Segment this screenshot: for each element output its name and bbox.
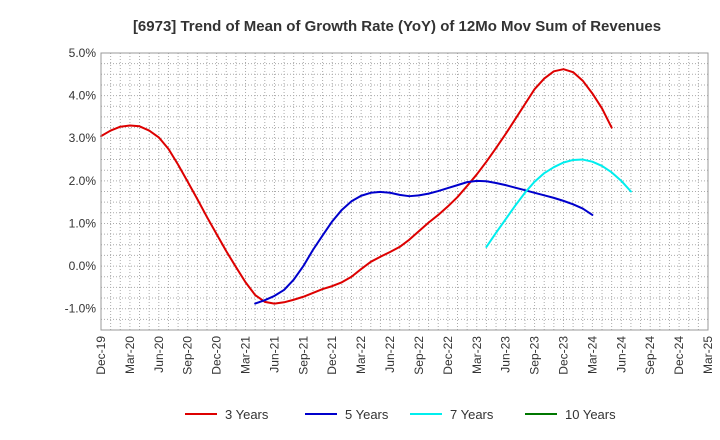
- x-tick-label: Jun-20: [152, 336, 166, 373]
- x-tick-label: Sep-23: [528, 336, 542, 375]
- x-tick-label: Jun-22: [383, 336, 397, 373]
- chart-title: [6973] Trend of Mean of Growth Rate (YoY…: [133, 18, 661, 35]
- x-tick-label: Mar-25: [701, 336, 715, 374]
- x-tick-label: Jun-23: [499, 336, 513, 373]
- legend-label: 7 Years: [450, 407, 494, 422]
- x-tick-label: Dec-21: [325, 336, 339, 375]
- x-tick-label: Dec-20: [210, 336, 224, 375]
- x-tick-label: Sep-20: [181, 336, 195, 375]
- y-axis: -1.0% 0.0% 1.0% 2.0% 3.0% 4.0% 5.0%: [65, 46, 97, 316]
- y-tick-label: 2.0%: [69, 174, 97, 188]
- x-tick-label: Sep-24: [643, 336, 657, 375]
- x-tick-label: Dec-23: [556, 336, 570, 375]
- series-line-5-years: [254, 179, 594, 305]
- x-tick-label: Mar-21: [239, 336, 253, 374]
- series-line-7-years: [485, 158, 632, 248]
- x-tick-label: Dec-22: [441, 336, 455, 375]
- x-tick-label: Sep-21: [296, 336, 310, 375]
- x-tick-label: Dec-19: [94, 336, 108, 375]
- y-tick-label: 5.0%: [69, 46, 97, 60]
- y-tick-label: 4.0%: [69, 89, 97, 103]
- plot-border: [100, 52, 709, 331]
- legend-label: 3 Years: [225, 407, 269, 422]
- legend: 3 Years 5 Years 7 Years 10 Years: [185, 407, 616, 422]
- x-tick-label: Mar-22: [354, 336, 368, 374]
- x-tick-label: Mar-23: [470, 336, 484, 374]
- x-tick-label: Jun-21: [267, 336, 281, 373]
- x-tick-label: Mar-24: [585, 336, 599, 374]
- y-tick-label: -1.0%: [65, 302, 97, 316]
- x-tick-label: Sep-22: [412, 336, 426, 375]
- x-tick-label: Mar-20: [123, 336, 137, 374]
- y-tick-label: 0.0%: [69, 259, 97, 273]
- series-line-3-years: [100, 68, 613, 305]
- x-axis: Dec-19 Mar-20 Jun-20 Sep-20 Dec-20 Mar-21 Jun-…: [94, 336, 715, 375]
- x-tick-label: Dec-24: [672, 336, 686, 375]
- y-tick-label: 1.0%: [69, 216, 97, 230]
- x-tick-label: Jun-24: [614, 336, 628, 373]
- y-tick-label: 3.0%: [69, 131, 97, 145]
- grid: [101, 53, 708, 330]
- plot-lines: [100, 68, 632, 305]
- legend-label: 5 Years: [345, 407, 389, 422]
- legend-label: 10 Years: [565, 407, 616, 422]
